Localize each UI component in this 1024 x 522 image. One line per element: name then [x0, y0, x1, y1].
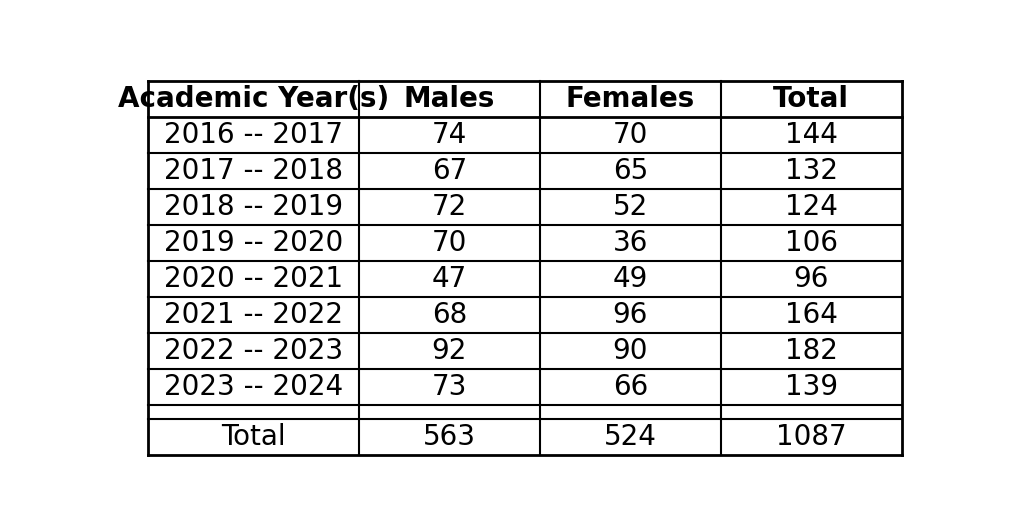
Text: 524: 524	[604, 422, 656, 450]
Text: 124: 124	[784, 193, 838, 221]
Text: 132: 132	[784, 157, 838, 185]
Text: 47: 47	[432, 265, 467, 293]
Text: 96: 96	[612, 301, 648, 329]
Text: 144: 144	[784, 121, 838, 149]
Text: 1087: 1087	[776, 422, 847, 450]
Text: 164: 164	[784, 301, 838, 329]
Text: 70: 70	[432, 229, 467, 257]
Text: 563: 563	[423, 422, 476, 450]
Text: 2019 -- 2020: 2019 -- 2020	[164, 229, 343, 257]
Text: 74: 74	[432, 121, 467, 149]
Text: 49: 49	[612, 265, 648, 293]
Text: 68: 68	[432, 301, 467, 329]
Text: 2021 -- 2022: 2021 -- 2022	[164, 301, 343, 329]
Text: 2018 -- 2019: 2018 -- 2019	[164, 193, 343, 221]
Text: 65: 65	[612, 157, 648, 185]
Text: 182: 182	[784, 337, 838, 365]
Text: Total: Total	[221, 422, 286, 450]
Text: 2016 -- 2017: 2016 -- 2017	[164, 121, 343, 149]
Text: 2022 -- 2023: 2022 -- 2023	[164, 337, 343, 365]
Text: 92: 92	[432, 337, 467, 365]
Text: Academic Year(s): Academic Year(s)	[118, 85, 389, 113]
Text: Males: Males	[403, 85, 495, 113]
Text: 2020 -- 2021: 2020 -- 2021	[164, 265, 343, 293]
Text: 36: 36	[612, 229, 648, 257]
Text: 106: 106	[784, 229, 838, 257]
Text: 52: 52	[612, 193, 648, 221]
Text: 73: 73	[432, 373, 467, 401]
Text: 90: 90	[612, 337, 648, 365]
Text: 96: 96	[794, 265, 829, 293]
Text: 2017 -- 2018: 2017 -- 2018	[164, 157, 343, 185]
Text: 139: 139	[784, 373, 838, 401]
Text: 70: 70	[612, 121, 648, 149]
Text: 72: 72	[432, 193, 467, 221]
Text: Total: Total	[773, 85, 849, 113]
Text: 66: 66	[612, 373, 648, 401]
Text: 2023 -- 2024: 2023 -- 2024	[164, 373, 343, 401]
Text: Females: Females	[565, 85, 695, 113]
Text: 67: 67	[432, 157, 467, 185]
